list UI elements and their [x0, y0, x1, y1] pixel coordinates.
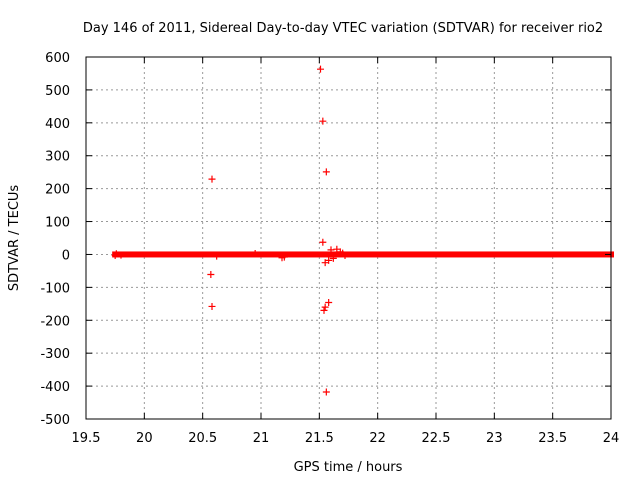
- y-tick-label: 600: [45, 51, 70, 66]
- y-tick-label: 400: [45, 117, 70, 132]
- y-axis: -500 -400 -300 -200 -100 0 100 200 300 400 500 600: [40, 51, 611, 428]
- data-point: [327, 246, 335, 254]
- data-point: [341, 251, 349, 259]
- y-tick-label: -300: [40, 347, 70, 362]
- scatter-series: [111, 65, 615, 396]
- y-tick-label: -100: [40, 281, 70, 296]
- data-point: [320, 306, 328, 314]
- x-axis-label: GPS time / hours: [294, 460, 403, 475]
- x-tick-label: 23: [486, 431, 503, 446]
- grid: [86, 57, 611, 419]
- data-point: [207, 271, 215, 279]
- x-tick-label: 20: [136, 431, 153, 446]
- data-point: [208, 302, 216, 310]
- data-point: [208, 175, 216, 183]
- data-point: [317, 65, 324, 73]
- y-tick-label: 100: [45, 216, 70, 231]
- data-point: [251, 249, 259, 257]
- baseline-band: [112, 251, 615, 258]
- data-point: [325, 256, 333, 264]
- data-point: [322, 168, 330, 176]
- y-tick-label: -400: [40, 380, 70, 395]
- data-point: [319, 117, 327, 125]
- y-tick-label: 0: [62, 248, 70, 263]
- chart-title: Day 146 of 2011, Sidereal Day-to-day VTE…: [83, 21, 603, 36]
- y-tick-label: 300: [45, 150, 70, 165]
- data-point: [322, 388, 330, 396]
- data-point: [213, 252, 221, 260]
- x-tick-label: 21.5: [305, 431, 334, 446]
- x-tick-label: 21: [253, 431, 270, 446]
- data-point: [329, 254, 337, 262]
- data-point: [112, 250, 120, 258]
- x-tick-label: 24: [603, 431, 620, 446]
- data-point: [325, 299, 333, 307]
- data-point: [321, 303, 329, 311]
- x-tick-label: 22: [369, 431, 386, 446]
- data-point: [280, 253, 288, 261]
- y-axis-label: SDTVAR / TECUs: [7, 185, 22, 292]
- x-tick-label: 23.5: [538, 431, 567, 446]
- y-tick-label: 200: [45, 183, 70, 198]
- data-point: [319, 238, 327, 246]
- data-point: [117, 251, 125, 259]
- x-tick-label: 22.5: [422, 431, 451, 446]
- x-tick-label: 19.5: [72, 431, 101, 446]
- y-tick-label: -200: [40, 314, 70, 329]
- x-tick-label: 20.5: [188, 431, 217, 446]
- data-point: [333, 245, 341, 253]
- y-tick-label: -500: [40, 413, 70, 428]
- y-tick-label: 500: [45, 84, 70, 99]
- x-axis: 19.5 20 20.5 21 21.5 22 22.5 23 23.5 24: [72, 57, 620, 446]
- plot-frame: [85, 56, 612, 420]
